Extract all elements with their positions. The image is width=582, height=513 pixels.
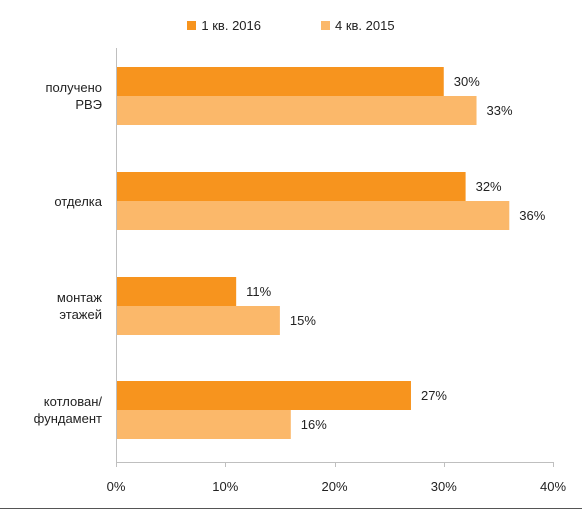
legend-label-series-1: 1 кв. 2016 <box>201 18 261 33</box>
bar-label-2-series-2: 15% <box>289 312 316 328</box>
bar-3-series-1 <box>117 381 411 410</box>
bar-label-1-series-2: 36% <box>519 207 546 223</box>
legend-label-series-2: 4 кв. 2015 <box>335 18 395 33</box>
legend-swatch-series-2 <box>321 21 330 30</box>
legend-item-series-2: 4 кв. 2015 <box>321 18 395 33</box>
category-label-2: монтаж этажей <box>56 290 102 322</box>
x-tick-label-2: 20% <box>321 479 348 494</box>
bar-2-series-1 <box>117 277 237 306</box>
bar-0-series-1 <box>117 67 444 96</box>
x-tick-label-3: 30% <box>430 479 457 494</box>
bar-1-series-2 <box>117 201 510 230</box>
x-tick-label-0: 0% <box>106 479 126 494</box>
category-label-3: котлован/ фундамент <box>33 394 102 426</box>
legend: 1 кв. 2016 4 кв. 2015 <box>0 18 582 33</box>
x-tick-label-4: 40% <box>539 479 567 494</box>
bar-2-series-2 <box>117 306 280 335</box>
bar-label-0-series-2: 33% <box>486 102 513 118</box>
bar-0-series-2 <box>117 96 477 125</box>
x-tick-label-1: 10% <box>212 479 239 494</box>
category-label-0: получено РВЭ <box>45 80 102 112</box>
bar-label-1-series-1: 32% <box>475 178 502 194</box>
bar-label-2-series-1: 11% <box>246 283 272 299</box>
bar-label-3-series-2: 16% <box>300 416 327 432</box>
bar-3-series-2 <box>117 410 291 439</box>
legend-swatch-series-1 <box>187 21 197 30</box>
bar-label-0-series-1: 30% <box>453 73 480 89</box>
bar-1-series-1 <box>117 172 466 201</box>
bar-label-3-series-1: 27% <box>420 387 447 403</box>
category-label-1: отделка <box>54 193 102 209</box>
bottom-rule <box>0 508 582 509</box>
legend-item-series-1: 1 кв. 2016 <box>187 18 261 33</box>
